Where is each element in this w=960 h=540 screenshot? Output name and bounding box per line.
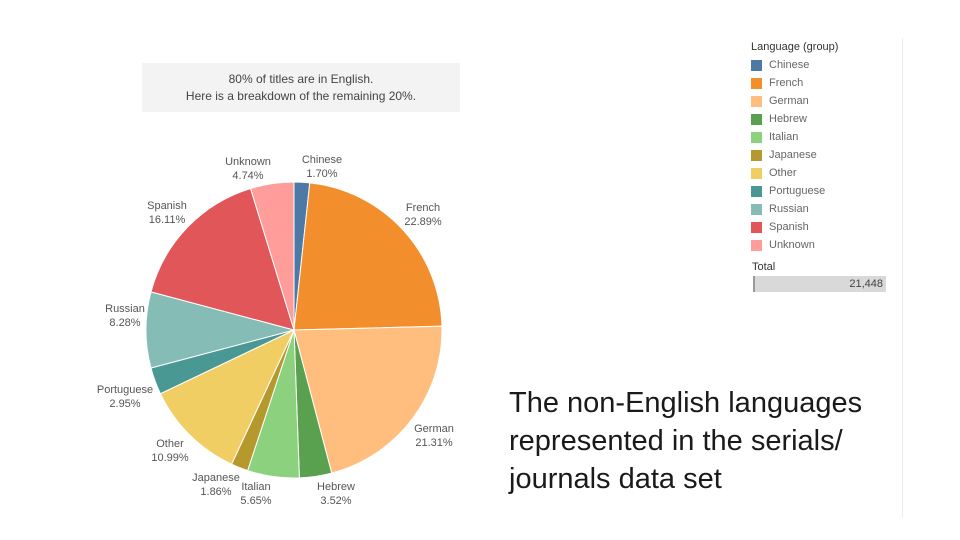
legend-label: German bbox=[769, 95, 809, 107]
slice-label-french: French 22.89% bbox=[404, 202, 442, 228]
legend-label: French bbox=[769, 77, 804, 89]
slice-label-russian: Russian 8.28% bbox=[105, 303, 145, 329]
legend-swatch bbox=[751, 113, 762, 125]
legend-label: Portuguese bbox=[769, 185, 826, 197]
legend-swatch bbox=[751, 185, 762, 197]
legend-items: Chinese French German Hebrew Italian Japanese… bbox=[751, 56, 901, 254]
legend-label: Italian bbox=[769, 131, 799, 143]
pie-slice-spanish[interactable] bbox=[150, 187, 295, 331]
legend-label: Other bbox=[769, 167, 797, 179]
slice-percent: 4.74% bbox=[232, 170, 263, 182]
legend-item-russian[interactable]: Russian bbox=[751, 200, 901, 218]
caption-line-3: journals data set bbox=[509, 463, 722, 495]
slice-label-spanish: Spanish 16.11% bbox=[147, 200, 187, 226]
total-bar: 21,448 bbox=[753, 276, 886, 292]
slice-label-unknown: Unknown 4.74% bbox=[225, 156, 271, 182]
legend-label: Unknown bbox=[769, 239, 815, 251]
slice-label-other: Other 10.99% bbox=[151, 438, 189, 464]
slice-category: German bbox=[414, 423, 454, 435]
legend-swatch bbox=[751, 59, 762, 71]
chart-subtitle: 80% of titles are in English. Here is a … bbox=[142, 63, 460, 112]
legend-swatch bbox=[751, 77, 762, 89]
slice-category: Portuguese bbox=[97, 384, 153, 396]
legend-item-chinese[interactable]: Chinese bbox=[751, 56, 901, 74]
legend-label: Chinese bbox=[769, 59, 810, 71]
legend-swatch bbox=[751, 221, 762, 233]
slice-category: Other bbox=[156, 438, 184, 450]
legend-swatch bbox=[751, 203, 762, 215]
slice-category: Spanish bbox=[147, 200, 187, 212]
legend-item-italian[interactable]: Italian bbox=[751, 128, 901, 146]
total-label: Total bbox=[752, 261, 776, 273]
legend-item-hebrew[interactable]: Hebrew bbox=[751, 110, 901, 128]
slice-label-chinese: Chinese 1.70% bbox=[302, 154, 342, 180]
slice-category: Chinese bbox=[302, 154, 342, 166]
slice-percent: 2.95% bbox=[109, 398, 140, 410]
legend-label: Japanese bbox=[769, 149, 817, 161]
legend-swatch bbox=[751, 95, 762, 107]
slice-percent: 3.52% bbox=[320, 495, 351, 507]
legend-label: Hebrew bbox=[769, 113, 807, 125]
legend-swatch bbox=[751, 167, 762, 179]
slice-label-japanese: Japanese 1.86% bbox=[192, 472, 240, 498]
legend-title: Language (group) bbox=[751, 41, 839, 53]
slice-category: Russian bbox=[105, 303, 145, 315]
slice-category: Hebrew bbox=[317, 481, 355, 493]
pie-slice-german[interactable] bbox=[293, 325, 443, 474]
pie-slice-french[interactable] bbox=[293, 182, 443, 331]
caption-line-2: represented in the serials/ bbox=[509, 425, 843, 457]
slice-percent: 1.70% bbox=[306, 168, 337, 180]
legend-item-spanish[interactable]: Spanish bbox=[751, 218, 901, 236]
legend-item-french[interactable]: French bbox=[751, 74, 901, 92]
legend-item-german[interactable]: German bbox=[751, 92, 901, 110]
slice-label-portuguese: Portuguese 2.95% bbox=[97, 384, 153, 410]
slice-percent: 10.99% bbox=[151, 452, 189, 464]
legend-item-other[interactable]: Other bbox=[751, 164, 901, 182]
pie-slice-other[interactable] bbox=[159, 328, 296, 465]
panel-divider bbox=[902, 38, 903, 518]
slice-percent: 1.86% bbox=[200, 486, 231, 498]
legend-swatch bbox=[751, 131, 762, 143]
legend-item-portuguese[interactable]: Portuguese bbox=[751, 182, 901, 200]
slice-percent: 8.28% bbox=[109, 317, 140, 329]
legend-item-japanese[interactable]: Japanese bbox=[751, 146, 901, 164]
legend-label: Russian bbox=[769, 203, 809, 215]
slice-category: Italian bbox=[241, 481, 270, 493]
slice-label-hebrew: Hebrew 3.52% bbox=[317, 481, 355, 507]
slice-percent: 16.11% bbox=[149, 214, 186, 226]
legend-swatch bbox=[751, 239, 762, 251]
slice-percent: 22.89% bbox=[404, 216, 442, 228]
slice-label-italian: Italian 5.65% bbox=[240, 481, 271, 507]
slice-category: Japanese bbox=[192, 472, 240, 484]
slice-percent: 5.65% bbox=[240, 495, 271, 507]
legend: Language (group) Chinese French German Hebr… bbox=[751, 38, 901, 254]
legend-swatch bbox=[751, 149, 762, 161]
slide-caption: The non-English languages represented in… bbox=[509, 384, 929, 498]
slice-category: French bbox=[406, 202, 440, 214]
slice-label-german: German 21.31% bbox=[414, 423, 454, 449]
legend-item-unknown[interactable]: Unknown bbox=[751, 236, 901, 254]
legend-label: Spanish bbox=[769, 221, 809, 233]
subtitle-line-2: Here is a breakdown of the remaining 20%… bbox=[185, 89, 417, 103]
slice-percent: 21.31% bbox=[415, 437, 453, 449]
caption-line-1: The non-English languages bbox=[509, 387, 863, 419]
slice-category: Unknown bbox=[225, 156, 271, 168]
subtitle-line-1: 80% of titles are in English. bbox=[228, 72, 374, 86]
pie-slice-unknown[interactable] bbox=[249, 181, 295, 331]
